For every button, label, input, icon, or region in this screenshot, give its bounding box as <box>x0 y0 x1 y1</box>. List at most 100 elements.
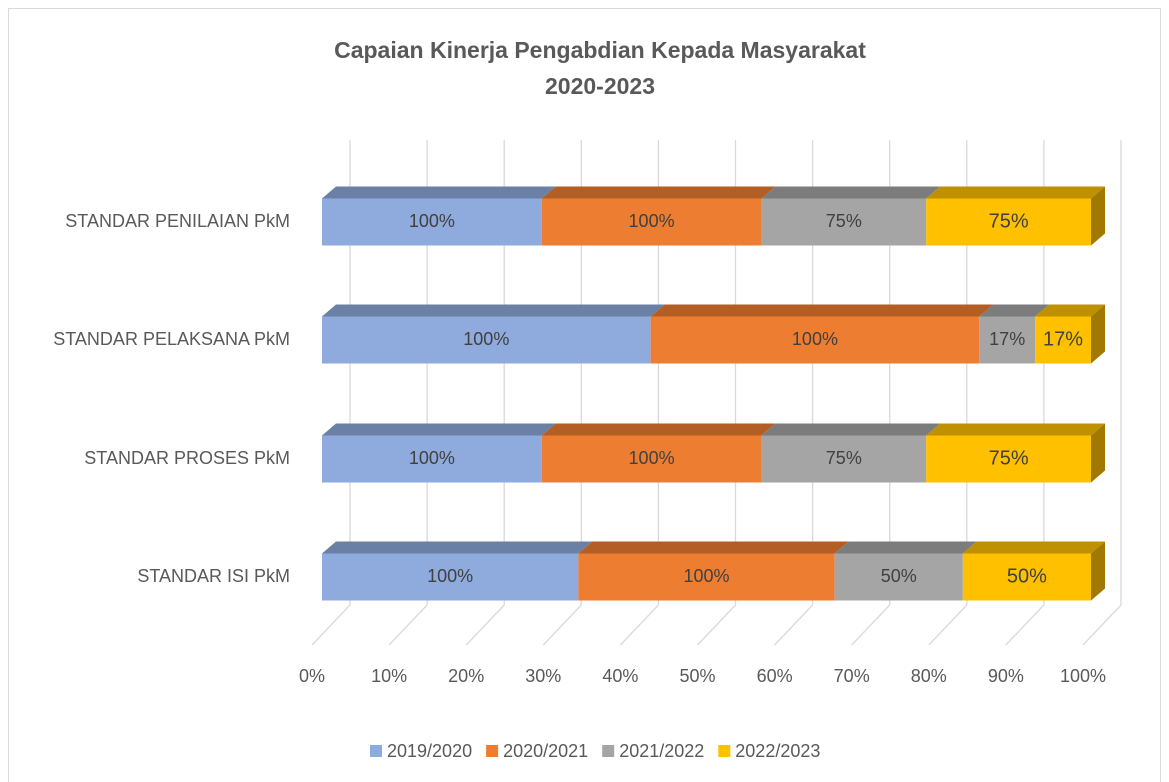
bar-segment <box>761 423 941 483</box>
data-label: 75% <box>826 211 862 231</box>
x-tick-label: 80% <box>911 666 947 686</box>
grid-line <box>465 604 505 646</box>
bar-face <box>541 186 776 199</box>
bar-face <box>541 423 776 436</box>
legend-label: 2021/2022 <box>619 741 704 761</box>
bar-face <box>541 435 762 483</box>
bar-face <box>578 553 835 601</box>
x-tick-label: 50% <box>679 666 715 686</box>
y-tick-label: STANDAR PROSES PkM <box>84 448 290 468</box>
grid-line <box>311 604 351 646</box>
bar-segment <box>322 304 665 364</box>
bar-face <box>578 541 849 554</box>
legend-label: 2020/2021 <box>503 741 588 761</box>
data-label: 100% <box>463 329 509 349</box>
bar-face <box>322 186 556 199</box>
bar-face <box>322 435 542 483</box>
legend-label: 2019/2020 <box>387 741 472 761</box>
bar-segment <box>926 186 1105 246</box>
data-label: 17% <box>1043 328 1083 350</box>
grid-line <box>619 604 659 646</box>
bar-segment <box>541 423 776 483</box>
grid-line <box>928 604 968 646</box>
x-tick-label: 90% <box>988 666 1024 686</box>
bar-face <box>322 423 556 436</box>
bar-segment <box>761 186 941 246</box>
bar-face <box>541 198 762 246</box>
bar-face <box>1091 186 1105 246</box>
grid-line <box>851 604 891 646</box>
bar-segment <box>322 541 593 601</box>
bar-segment <box>578 541 849 601</box>
grid-line <box>1082 604 1122 646</box>
grid-line <box>542 604 582 646</box>
grid-line <box>697 604 736 646</box>
data-label: 100% <box>683 566 729 586</box>
bar-face <box>322 304 665 317</box>
chart-title: Capaian Kinerja Pengabdian Kepada Masyar… <box>334 37 866 63</box>
bar-face <box>761 186 941 199</box>
bar-face <box>650 316 980 364</box>
bar-face <box>761 435 927 483</box>
bar-face <box>834 553 963 601</box>
bar-face <box>1035 316 1091 364</box>
bar-segment <box>979 304 1050 364</box>
grid-line <box>1005 604 1045 646</box>
bar-face <box>322 553 579 601</box>
y-tick-label: STANDAR ISI PkM <box>137 566 290 586</box>
bar-segment <box>541 186 776 246</box>
data-label: 50% <box>881 566 917 586</box>
x-tick-label: 20% <box>448 666 484 686</box>
x-tick-label: 0% <box>299 666 325 686</box>
legend-swatch <box>370 745 382 757</box>
bar-segment <box>1035 304 1105 364</box>
bar-segment <box>322 423 556 483</box>
x-tick-label: 60% <box>757 666 793 686</box>
chart-frame <box>8 8 1161 782</box>
bar-face <box>322 316 651 364</box>
data-label: 100% <box>629 211 675 231</box>
x-tick-label: 30% <box>525 666 561 686</box>
bar-face <box>979 316 1036 364</box>
data-label: 100% <box>409 211 455 231</box>
bar-segment <box>926 423 1105 483</box>
x-tick-label: 10% <box>371 666 407 686</box>
data-label: 75% <box>826 448 862 468</box>
legend-swatch <box>602 745 615 757</box>
data-label: 100% <box>792 329 838 349</box>
y-tick-label: STANDAR PELAKSANA PkM <box>53 329 290 349</box>
bar-face <box>834 541 977 554</box>
data-label: 75% <box>989 210 1029 232</box>
bar-face <box>322 541 593 554</box>
data-label: 100% <box>409 448 455 468</box>
bar-face <box>926 186 1105 199</box>
bar-face <box>962 553 1091 601</box>
data-label: 17% <box>989 329 1025 349</box>
legend-label: 2022/2023 <box>735 741 820 761</box>
bar-face <box>761 198 927 246</box>
data-label: 75% <box>989 447 1029 469</box>
data-label: 50% <box>1007 565 1047 587</box>
bar-face <box>926 423 1105 436</box>
bar-face <box>1035 304 1105 317</box>
bar-face <box>650 304 994 317</box>
data-label: 100% <box>427 566 473 586</box>
grid-line <box>774 604 814 646</box>
data-label: 100% <box>629 448 675 468</box>
grid-line <box>388 604 428 646</box>
y-tick-label: STANDAR PENILAIAN PkM <box>65 211 290 231</box>
bar-segment <box>962 541 1105 601</box>
bar-face <box>1091 423 1105 483</box>
bar-face <box>926 198 1091 246</box>
x-tick-label: 70% <box>834 666 870 686</box>
bar-segment <box>322 186 556 246</box>
legend-swatch <box>486 745 499 757</box>
bar-face <box>761 423 941 436</box>
legend-swatch <box>718 745 731 757</box>
x-tick-label: 100% <box>1060 666 1106 686</box>
bar-segment <box>834 541 977 601</box>
x-tick-label: 40% <box>602 666 638 686</box>
bar-face <box>1091 541 1105 601</box>
bar-face <box>322 198 542 246</box>
